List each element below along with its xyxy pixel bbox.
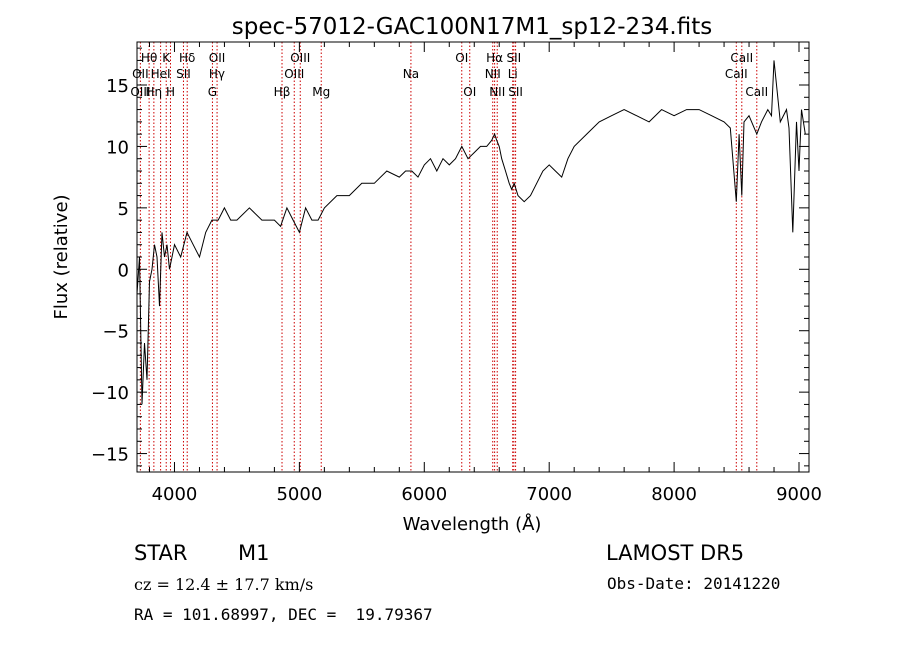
line-label: NII [489, 85, 505, 99]
y-tick-label: −5 [102, 322, 129, 343]
line-label: Hγ [209, 67, 225, 81]
y-axis-label: Flux (relative) [51, 194, 72, 319]
line-label: CaII [745, 85, 768, 99]
y-axis: −15 −10 −5 0 5 10 15 [91, 47, 809, 467]
observation-date: Obs-Date: 20141220 [607, 574, 781, 593]
line-label: Hη [146, 85, 163, 99]
line-label: OIII [130, 85, 150, 99]
line-label: Hδ [179, 51, 195, 65]
line-label: OI [455, 51, 468, 65]
line-label: H [166, 85, 175, 99]
line-label: CaII [725, 67, 748, 81]
x-tick-label: 7000 [526, 484, 572, 505]
x-tick-label: 6000 [401, 484, 447, 505]
y-tick-label: 5 [118, 199, 129, 220]
line-label: HeI [151, 67, 171, 81]
x-tick-label: 4000 [152, 484, 198, 505]
y-tick-label: 10 [106, 137, 129, 158]
line-label: CaII [730, 51, 753, 65]
plot-frame [136, 41, 810, 473]
line-label: OII [132, 67, 149, 81]
line-label: OIII [290, 51, 310, 65]
line-label: K [162, 51, 171, 65]
redshift-info: cz = 12.4 ± 17.7 km/s [134, 575, 314, 594]
line-label: OII [209, 51, 226, 65]
y-tick-label: 15 [106, 76, 129, 97]
spectral-lines [139, 42, 758, 472]
x-axis-label: Wavelength (Å) [403, 513, 542, 535]
x-tick-label: 5000 [276, 484, 322, 505]
y-tick-label: −10 [91, 383, 129, 404]
line-label: SII [508, 85, 523, 99]
survey-label: LAMOST DR5 [606, 541, 745, 565]
line-label: NII [485, 67, 501, 81]
x-axis: 4000 5000 6000 7000 8000 9000 [148, 42, 822, 505]
line-label: SII [506, 51, 521, 65]
x-tick-label: 8000 [651, 484, 697, 505]
spectrum-line [136, 60, 806, 405]
line-label: Li [508, 67, 518, 81]
y-tick-label: 0 [118, 260, 129, 281]
line-label: Hα [486, 51, 503, 65]
object-subclass: M1 [238, 541, 270, 565]
line-label: OI [463, 85, 476, 99]
x-tick-label: 9000 [776, 484, 822, 505]
line-label: Mg [312, 85, 330, 99]
line-label: SII [176, 67, 191, 81]
line-label: Hβ [274, 85, 291, 99]
coordinates: RA = 101.68997, DEC = 19.79367 [134, 605, 433, 624]
object-class: STAR [134, 541, 188, 565]
line-label: Hθ [141, 51, 157, 65]
line-label: G [208, 85, 217, 99]
line-label: OIII [284, 67, 304, 81]
chart-title: spec-57012-GAC100N17M1_sp12-234.fits [232, 14, 712, 40]
line-label: Na [403, 67, 419, 81]
y-tick-label: −15 [91, 445, 129, 466]
